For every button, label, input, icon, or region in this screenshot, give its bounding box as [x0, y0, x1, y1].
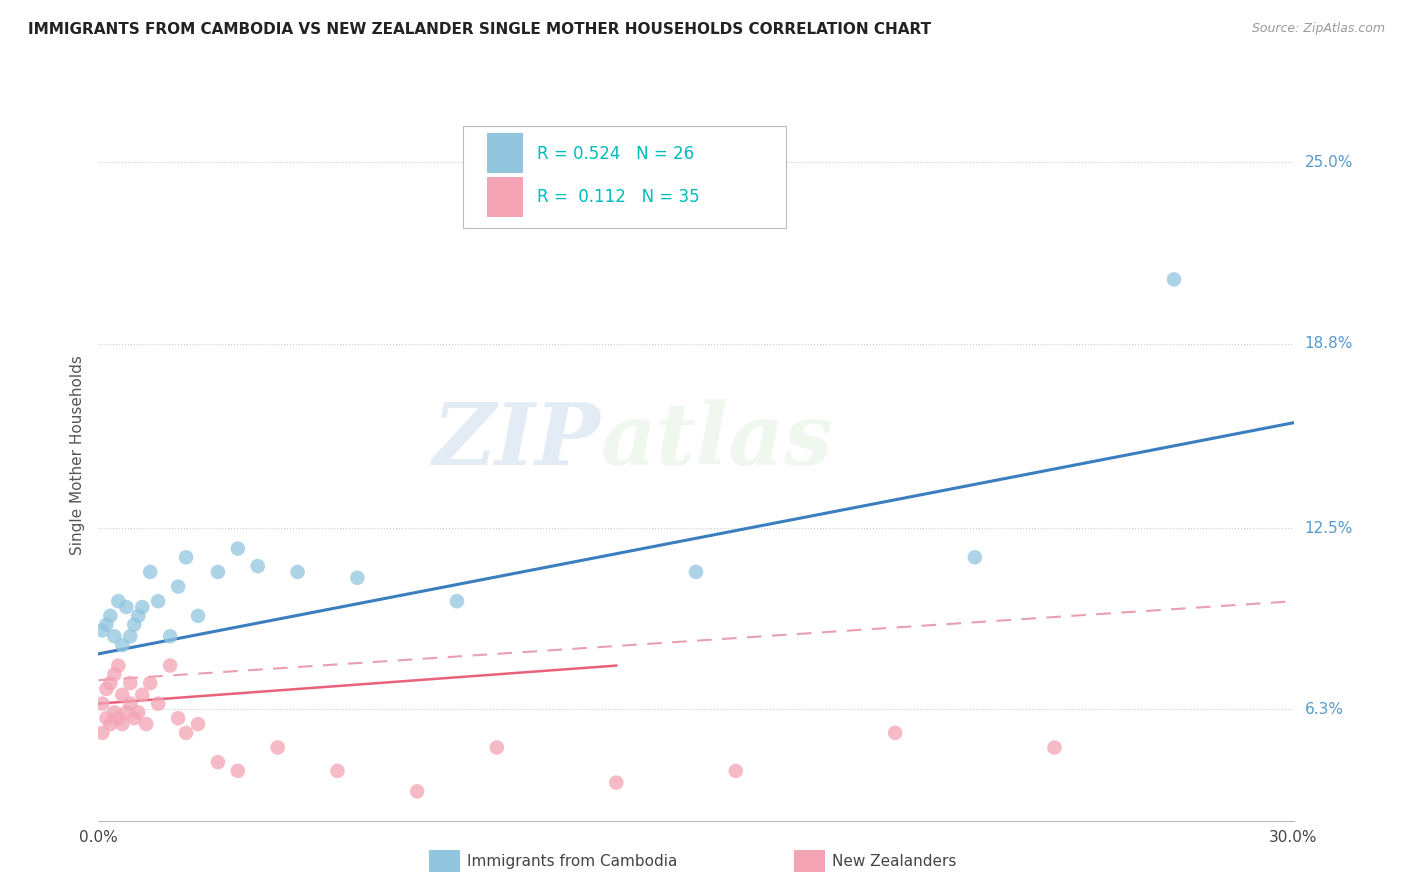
Y-axis label: Single Mother Households: Single Mother Households — [69, 355, 84, 555]
Point — [96, 617, 118, 632]
Point — [131, 600, 153, 615]
Point — [98, 608, 122, 623]
Point — [724, 764, 747, 778]
Point — [91, 624, 114, 638]
Point — [96, 711, 118, 725]
Point — [107, 711, 129, 725]
Text: 6.3%: 6.3% — [1305, 702, 1344, 717]
Text: ZIP: ZIP — [433, 399, 600, 482]
Point — [115, 600, 138, 615]
Text: IMMIGRANTS FROM CAMBODIA VS NEW ZEALANDER SINGLE MOTHER HOUSEHOLDS CORRELATION C: IMMIGRANTS FROM CAMBODIA VS NEW ZEALANDE… — [28, 22, 931, 37]
Point — [91, 726, 114, 740]
Point — [207, 755, 229, 769]
Point — [174, 550, 197, 565]
Point — [287, 565, 309, 579]
Point — [187, 608, 209, 623]
Point — [174, 726, 197, 740]
Point — [605, 775, 627, 789]
Text: atlas: atlas — [600, 399, 832, 482]
Point — [246, 559, 269, 574]
Point — [139, 565, 162, 579]
Point — [1043, 740, 1066, 755]
Point — [120, 676, 142, 690]
Point — [111, 638, 134, 652]
Point — [167, 711, 190, 725]
FancyBboxPatch shape — [486, 177, 523, 218]
Text: R = 0.524   N = 26: R = 0.524 N = 26 — [537, 145, 695, 162]
Point — [148, 594, 170, 608]
Point — [167, 580, 190, 594]
Point — [485, 740, 508, 755]
Point — [115, 706, 138, 720]
Point — [103, 706, 125, 720]
Point — [98, 676, 122, 690]
Point — [127, 706, 149, 720]
Point — [135, 717, 157, 731]
Point — [111, 717, 134, 731]
Point — [96, 681, 118, 696]
Point — [884, 726, 907, 740]
Text: 18.8%: 18.8% — [1305, 336, 1353, 351]
Point — [159, 658, 181, 673]
Point — [103, 667, 125, 681]
Point — [111, 688, 134, 702]
Point — [226, 541, 249, 556]
Point — [159, 629, 181, 643]
Point — [131, 688, 153, 702]
Point — [127, 608, 149, 623]
Point — [124, 617, 146, 632]
Point — [346, 571, 368, 585]
Point — [120, 697, 142, 711]
Point — [139, 676, 162, 690]
Text: 12.5%: 12.5% — [1305, 521, 1353, 535]
Point — [685, 565, 707, 579]
Text: R =  0.112   N = 35: R = 0.112 N = 35 — [537, 188, 700, 206]
Point — [124, 711, 146, 725]
Point — [1163, 272, 1185, 286]
Point — [120, 629, 142, 643]
Text: 25.0%: 25.0% — [1305, 155, 1353, 169]
Text: Source: ZipAtlas.com: Source: ZipAtlas.com — [1251, 22, 1385, 36]
FancyBboxPatch shape — [486, 133, 523, 173]
FancyBboxPatch shape — [463, 126, 786, 228]
Point — [326, 764, 349, 778]
Point — [91, 697, 114, 711]
Point — [226, 764, 249, 778]
Point — [148, 697, 170, 711]
Point — [107, 594, 129, 608]
Point — [406, 784, 429, 798]
Point — [207, 565, 229, 579]
Point — [963, 550, 986, 565]
Point — [98, 717, 122, 731]
Point — [107, 658, 129, 673]
Point — [446, 594, 468, 608]
Point — [187, 717, 209, 731]
Point — [267, 740, 290, 755]
Point — [103, 629, 125, 643]
Text: New Zealanders: New Zealanders — [832, 855, 956, 869]
Text: Immigrants from Cambodia: Immigrants from Cambodia — [467, 855, 678, 869]
